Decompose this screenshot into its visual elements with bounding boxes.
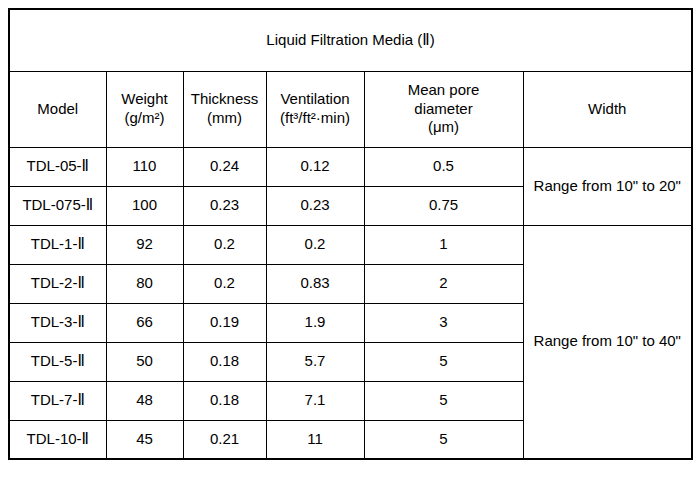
col-header-weight-label: Weight: [121, 90, 167, 107]
table-header-row: Model Weight (g/m²) Thickness (mm) Venti…: [9, 71, 692, 147]
cell-pore-diameter: 2: [364, 264, 523, 303]
col-header-pore-diameter-unit: (μm): [367, 118, 521, 137]
cell-pore-diameter: 1: [364, 225, 523, 264]
cell-ventilation: 7.1: [266, 381, 364, 420]
cell-weight: 50: [106, 342, 183, 381]
col-header-weight: Weight (g/m²): [106, 71, 183, 147]
col-header-ventilation-label: Ventilation: [280, 90, 349, 107]
cell-ventilation: 5.7: [266, 342, 364, 381]
table-title: Liquid Filtration Media (Ⅱ): [9, 9, 692, 71]
cell-model: TDL-05-Ⅱ: [9, 147, 106, 186]
cell-model: TDL-3-Ⅱ: [9, 303, 106, 342]
page: { "title": "Liquid Filtration Media (Ⅱ)"…: [0, 0, 698, 487]
cell-model: TDL-075-Ⅱ: [9, 186, 106, 225]
cell-thickness: 0.18: [183, 342, 266, 381]
cell-ventilation: 0.23: [266, 186, 364, 225]
cell-pore-diameter: 3: [364, 303, 523, 342]
cell-thickness: 0.19: [183, 303, 266, 342]
cell-weight: 100: [106, 186, 183, 225]
cell-weight: 110: [106, 147, 183, 186]
cell-width-range-1: Range from 10" to 20": [523, 147, 692, 225]
liquid-filtration-media-table: Liquid Filtration Media (Ⅱ) Model Weight…: [8, 8, 693, 460]
col-header-thickness-unit: (mm): [186, 109, 264, 128]
col-header-width: Width: [523, 71, 692, 147]
cell-model: TDL-5-Ⅱ: [9, 342, 106, 381]
cell-model: TDL-2-Ⅱ: [9, 264, 106, 303]
cell-thickness: 0.21: [183, 420, 266, 459]
cell-thickness: 0.2: [183, 264, 266, 303]
cell-model: TDL-7-Ⅱ: [9, 381, 106, 420]
cell-ventilation: 0.12: [266, 147, 364, 186]
cell-model: TDL-10-Ⅱ: [9, 420, 106, 459]
cell-thickness: 0.24: [183, 147, 266, 186]
table-row: TDL-05-Ⅱ 110 0.24 0.12 0.5 Range from 10…: [9, 147, 692, 186]
cell-pore-diameter: 0.5: [364, 147, 523, 186]
cell-ventilation: 0.83: [266, 264, 364, 303]
col-header-ventilation-unit: (ft³/ft²·min): [269, 109, 362, 128]
table-row: TDL-1-Ⅱ 92 0.2 0.2 1 Range from 10" to 4…: [9, 225, 692, 264]
table-title-row: Liquid Filtration Media (Ⅱ): [9, 9, 692, 71]
col-header-weight-unit: (g/m²): [109, 109, 181, 128]
cell-thickness: 0.23: [183, 186, 266, 225]
cell-thickness: 0.2: [183, 225, 266, 264]
cell-weight: 80: [106, 264, 183, 303]
col-header-ventilation: Ventilation (ft³/ft²·min): [266, 71, 364, 147]
cell-weight: 92: [106, 225, 183, 264]
col-header-thickness: Thickness (mm): [183, 71, 266, 147]
cell-pore-diameter: 5: [364, 420, 523, 459]
cell-thickness: 0.18: [183, 381, 266, 420]
cell-pore-diameter: 5: [364, 381, 523, 420]
col-header-width-label: Width: [588, 100, 626, 117]
cell-weight: 45: [106, 420, 183, 459]
cell-weight: 48: [106, 381, 183, 420]
cell-weight: 66: [106, 303, 183, 342]
col-header-pore-diameter-label: Mean pore diameter: [398, 81, 490, 119]
cell-ventilation: 11: [266, 420, 364, 459]
col-header-model: Model: [9, 71, 106, 147]
cell-width-range-2: Range from 10" to 40": [523, 225, 692, 459]
col-header-thickness-label: Thickness: [191, 90, 259, 107]
col-header-model-label: Model: [37, 100, 78, 117]
cell-pore-diameter: 0.75: [364, 186, 523, 225]
cell-ventilation: 0.2: [266, 225, 364, 264]
cell-model: TDL-1-Ⅱ: [9, 225, 106, 264]
cell-ventilation: 1.9: [266, 303, 364, 342]
cell-pore-diameter: 5: [364, 342, 523, 381]
col-header-pore-diameter: Mean pore diameter (μm): [364, 71, 523, 147]
